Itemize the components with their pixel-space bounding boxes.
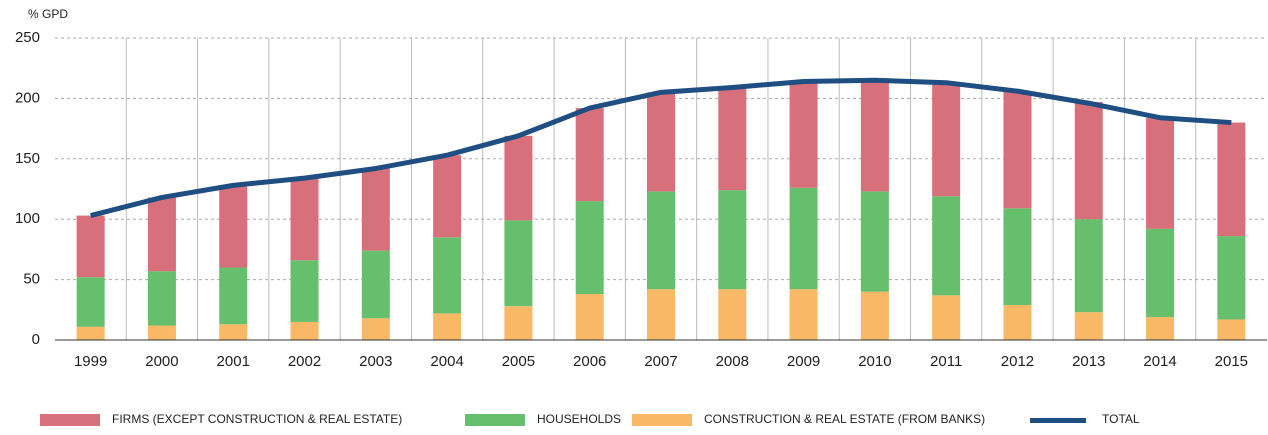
bar-segment: [575, 294, 604, 340]
bar-segment: [504, 220, 533, 307]
legend-swatch: [465, 414, 525, 426]
bar-segment: [219, 267, 248, 325]
bar-segment: [932, 196, 961, 296]
bar-segment: [361, 250, 390, 319]
bar-segment: [433, 237, 462, 314]
bar-segment: [290, 321, 319, 340]
legend-label: CONSTRUCTION & REAL ESTATE (FROM BANKS): [704, 412, 985, 426]
legend-swatch: [1030, 418, 1086, 423]
x-tick-label: 2004: [430, 353, 463, 370]
y-tick-label: 200: [15, 89, 40, 106]
bar-segment: [647, 289, 675, 340]
bar-segment: [718, 289, 747, 340]
bar-segment: [76, 215, 105, 278]
bar-segment: [1003, 91, 1032, 209]
bar-segment: [1146, 317, 1175, 340]
x-tick-label: 2000: [145, 353, 178, 370]
total-line: [90, 77, 1232, 218]
bar-segment: [1074, 219, 1103, 313]
bar-segment: [575, 108, 604, 202]
legend-label: FIRMS (EXCEPT CONSTRUCTION & REAL ESTATE…: [112, 412, 402, 426]
y-tick-label: 100: [15, 210, 40, 227]
y-axis-label: % GPD: [28, 7, 68, 21]
bar-segment: [504, 306, 533, 340]
bar-segment: [433, 155, 462, 238]
bar-segment: [147, 325, 176, 340]
x-tick-label: 2012: [1001, 353, 1034, 370]
bar-segment: [76, 277, 105, 327]
bar-segment: [290, 260, 319, 322]
bar-segment: [433, 313, 462, 340]
x-tick-label: 2002: [288, 353, 321, 370]
bar-segment: [361, 318, 390, 340]
bar-segment: [932, 82, 961, 197]
legend-swatch: [632, 414, 692, 426]
x-tick-label: 2001: [217, 353, 250, 370]
x-tick-label: 2003: [359, 353, 392, 370]
bar-segment: [718, 87, 747, 191]
bar-segment: [1217, 319, 1246, 340]
bar-segment: [1146, 228, 1175, 318]
legend-swatch: [40, 414, 100, 426]
x-tick-label: 2011: [930, 353, 962, 370]
y-tick-label: 150: [15, 150, 40, 167]
bar-segment: [647, 191, 675, 290]
bar-segment: [789, 82, 818, 188]
bar-segment: [1003, 208, 1032, 305]
bar-segment: [860, 291, 889, 340]
bar-segment: [219, 186, 248, 268]
bar-segment: [1074, 312, 1103, 340]
bar-segment: [76, 326, 105, 340]
bar-segment: [932, 295, 961, 340]
bar-segment: [860, 80, 889, 192]
y-tick-label: 50: [23, 271, 40, 288]
legend-label: TOTAL: [1102, 412, 1140, 426]
x-tick-label: 2007: [644, 353, 677, 370]
x-tick-label: 2009: [787, 353, 820, 370]
bar-segment: [789, 187, 818, 290]
bar-segment: [860, 191, 889, 292]
bar-segment: [504, 135, 533, 221]
x-tick-label: 2006: [573, 353, 606, 370]
bar-segment: [290, 178, 319, 261]
bar-segment: [219, 324, 248, 340]
x-tick-label: 2015: [1215, 353, 1248, 370]
x-tick-label: 2013: [1072, 353, 1105, 370]
legend-label: HOUSEHOLDS: [537, 412, 621, 426]
y-tick-label: 0: [32, 331, 40, 348]
x-tick-label: 1999: [74, 353, 107, 370]
bar-segment: [147, 197, 176, 272]
y-tick-label: 250: [15, 29, 40, 46]
bar-segment: [718, 190, 747, 290]
bar-segment: [361, 168, 390, 251]
x-tick-label: 2010: [858, 353, 891, 370]
x-tick-label: 2008: [716, 353, 749, 370]
bar-segment: [1003, 304, 1032, 340]
bar-segment: [1217, 122, 1246, 237]
bar-segment: [1146, 117, 1175, 229]
bar-segment: [1217, 236, 1246, 320]
x-tick-label: 2014: [1143, 353, 1176, 370]
bar-segment: [1074, 102, 1103, 220]
bar-segment: [789, 289, 818, 340]
x-tick-label: 2005: [502, 353, 535, 370]
bar-segment: [647, 92, 675, 192]
bar-segment: [575, 201, 604, 295]
bar-segment: [147, 271, 176, 326]
